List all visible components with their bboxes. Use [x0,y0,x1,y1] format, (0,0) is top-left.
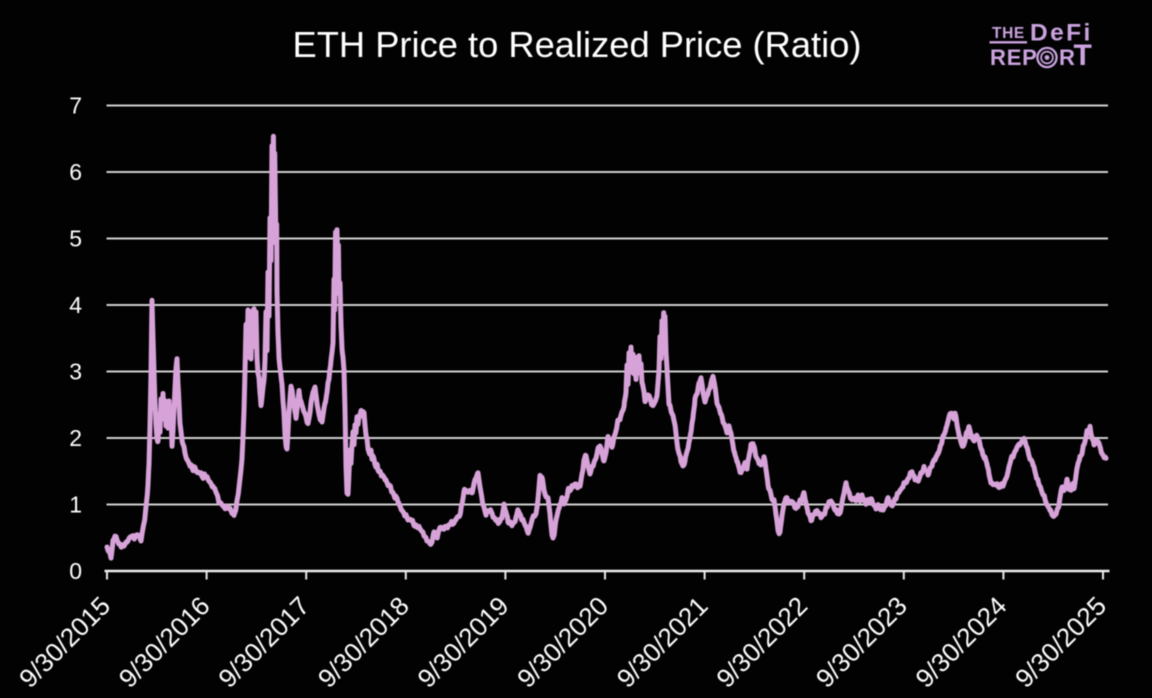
svg-text:R: R [1059,45,1075,70]
svg-text:THE: THE [992,25,1025,42]
svg-text:4: 4 [69,292,82,318]
svg-text:5: 5 [69,226,82,252]
svg-text:REP: REP [990,45,1038,70]
svg-text:DeFi: DeFi [1030,20,1093,47]
svg-text:3: 3 [69,359,82,385]
svg-text:ETH Price to Realized Price (R: ETH Price to Realized Price (Ratio) [293,24,862,65]
svg-text:6: 6 [69,159,82,185]
svg-text:0: 0 [69,558,82,584]
svg-text:T: T [1074,39,1092,72]
svg-text:7: 7 [69,93,82,119]
svg-text:2: 2 [69,425,82,451]
svg-text:1: 1 [69,492,82,518]
